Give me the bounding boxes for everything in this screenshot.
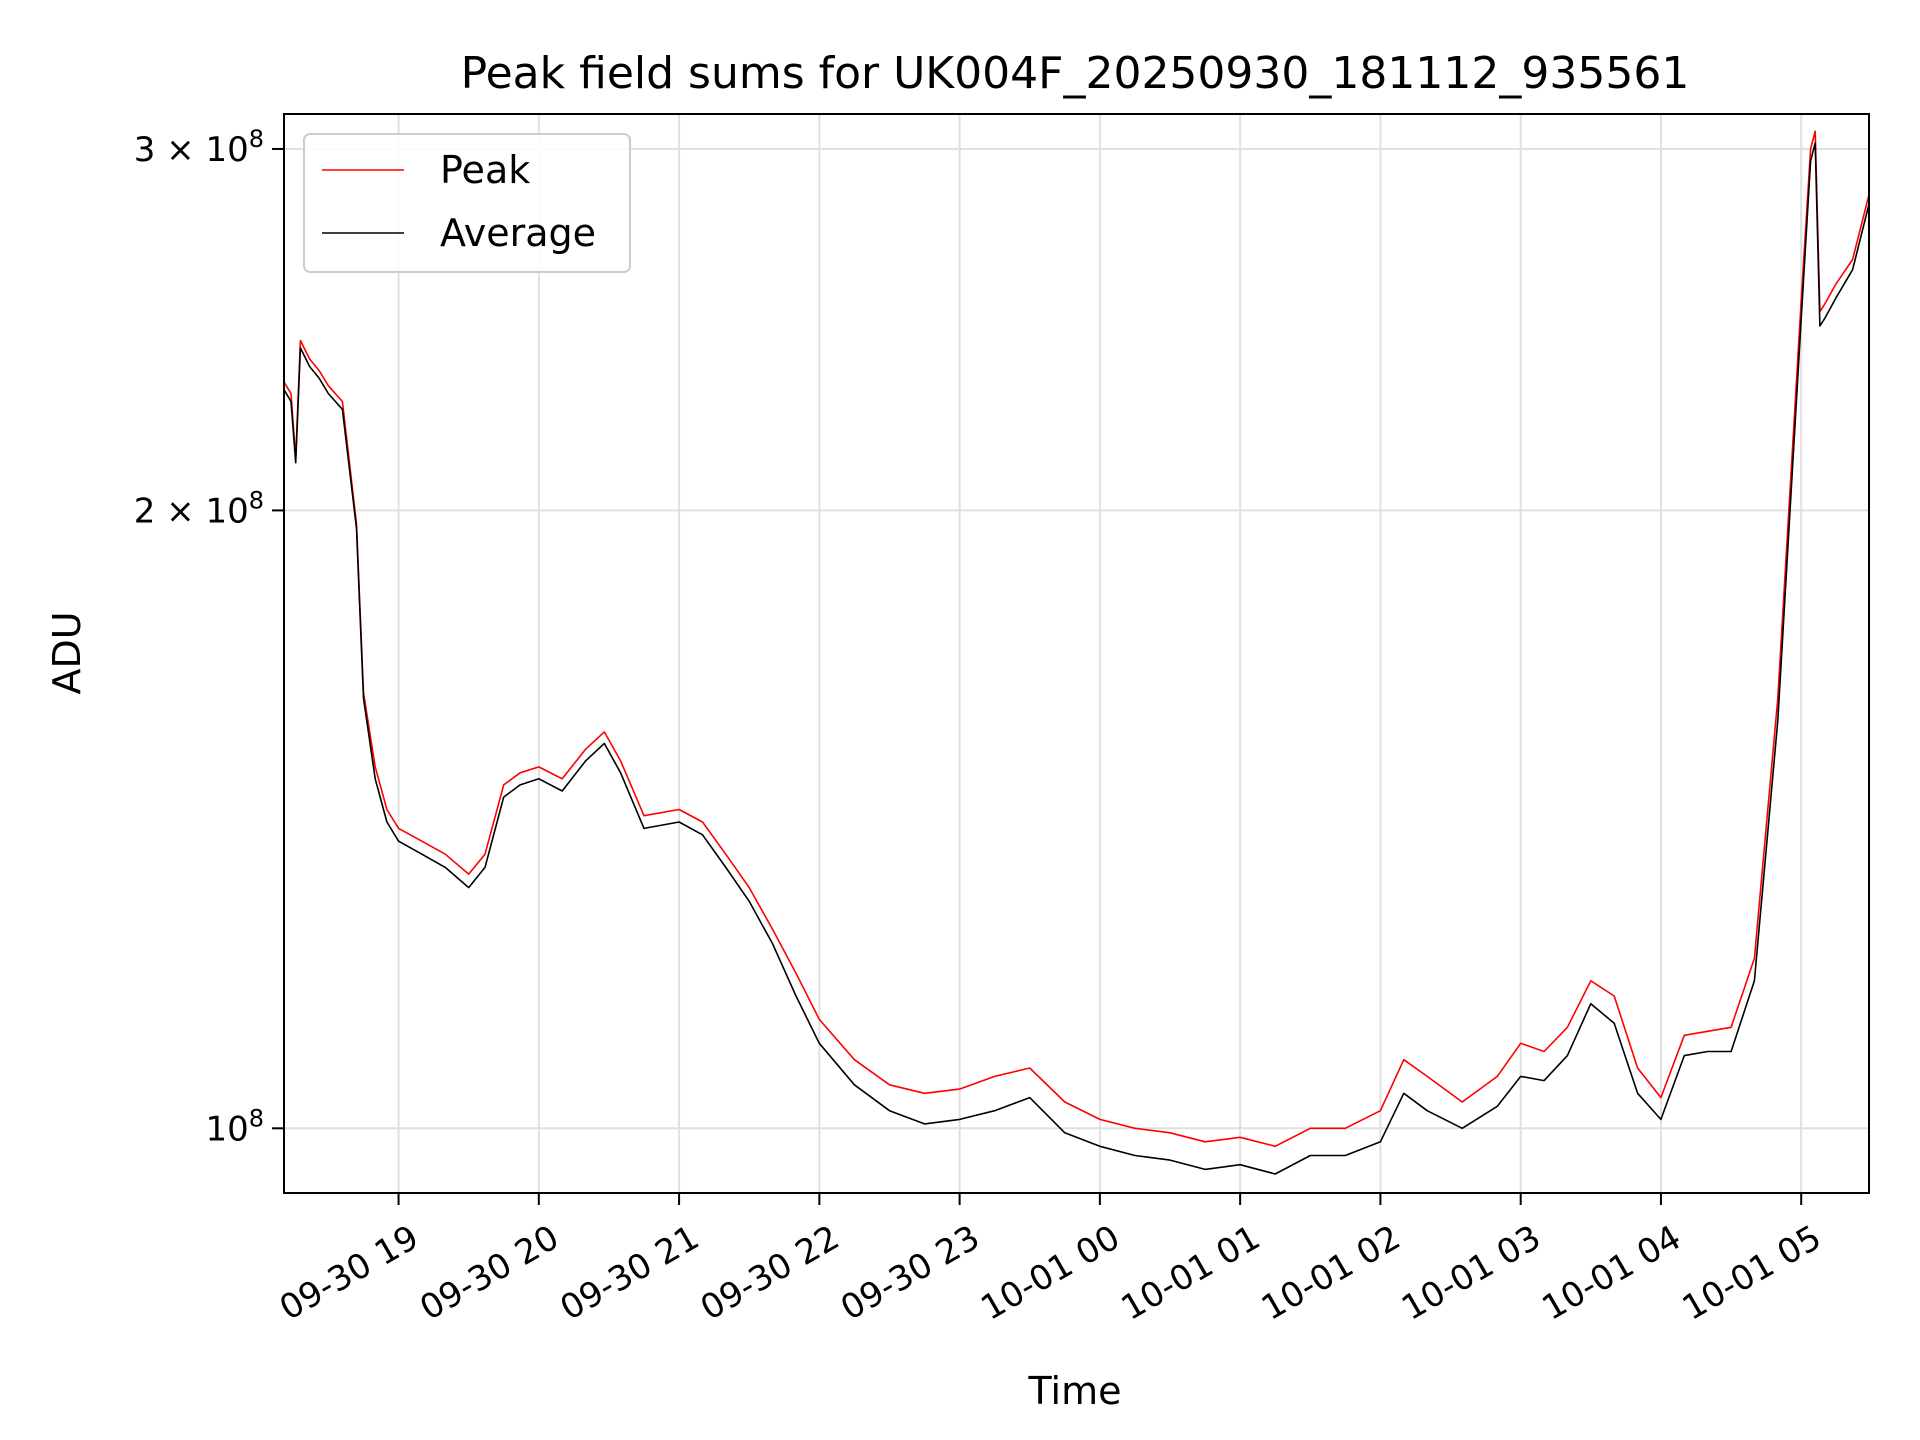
y-axis-label: ADU — [45, 611, 89, 694]
y-tick-label: 3 × 108 — [134, 125, 264, 170]
legend: Peak Average — [303, 133, 631, 273]
y-tick-times: × — [155, 130, 205, 170]
y-tick-base: 10 — [205, 130, 248, 170]
series-line-average — [283, 142, 1870, 1175]
series-line-peak — [283, 130, 1870, 1148]
grid-lines — [284, 114, 1869, 1193]
y-tick-exponent: 8 — [249, 1104, 264, 1132]
plot-frame — [283, 113, 1870, 1194]
y-tick-exponent: 8 — [249, 486, 264, 514]
series-layer — [283, 130, 1870, 1175]
y-tick-base: 10 — [205, 491, 248, 531]
legend-box — [303, 133, 631, 273]
y-tick-label: 2 × 108 — [134, 486, 264, 531]
y-tick-times: × — [155, 491, 205, 531]
y-tick-mantissa: 3 — [134, 130, 156, 170]
legend-label-peak: Peak — [440, 148, 530, 192]
y-tick-exponent: 8 — [249, 125, 264, 153]
x-axis-label: Time — [1028, 1369, 1122, 1413]
y-tick-mantissa: 2 — [134, 491, 156, 531]
chart-title: Peak field sums for UK004F_20250930_1811… — [461, 48, 1690, 99]
y-tick-label: 108 — [205, 1104, 264, 1149]
legend-label-average: Average — [440, 211, 596, 255]
y-tick-base: 10 — [205, 1109, 248, 1149]
